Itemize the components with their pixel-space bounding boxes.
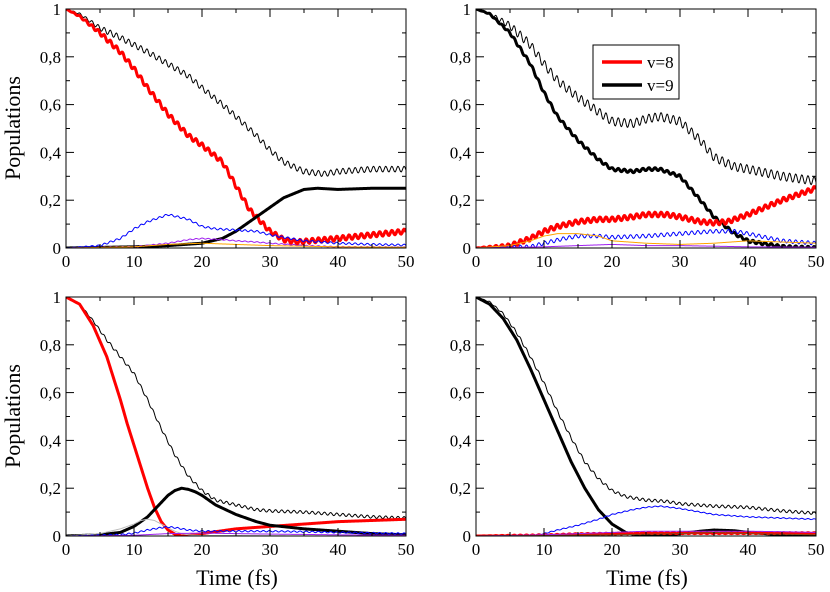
x-tick-label: 30 — [672, 540, 689, 559]
legend: v=8 v=9 — [592, 44, 680, 100]
y-tick-label: 0,8 — [40, 48, 61, 67]
y-tick-label: 0,4 — [450, 143, 472, 162]
x-tick-label: 10 — [536, 252, 553, 271]
x-tick-label: 0 — [62, 540, 71, 559]
x-tick-label: 30 — [672, 252, 689, 271]
x-tick-label: 50 — [398, 252, 415, 271]
legend-label-v9: v=9 — [647, 76, 674, 95]
series-line-black-0 — [476, 297, 816, 515]
x-tick-label: 20 — [194, 540, 211, 559]
y-tick-label: 0,2 — [450, 479, 471, 498]
x-tick-label: 40 — [740, 540, 757, 559]
y-tick-label: 0,6 — [40, 96, 61, 115]
panel-top-left: 0 10 20 30 40 50 0 0,2 0,4 0,6 0,8 1 — [40, 0, 415, 271]
x-axis-label-right: Time (fs) — [606, 565, 688, 590]
series-line-purple-4 — [476, 530, 816, 536]
y-tick-label: 1 — [53, 0, 62, 19]
panel-bottom-right: 0 10 20 30 40 50 0 0,2 0,4 0,6 0,8 1 — [450, 288, 825, 559]
y-tick-label: 1 — [463, 0, 472, 19]
x-tick-label: 30 — [262, 252, 279, 271]
series-line-black-0 — [66, 9, 406, 177]
y-tick-label: 0,6 — [450, 384, 471, 403]
y-tick-label: 0 — [463, 527, 472, 546]
plot-frame — [475, 296, 817, 537]
series-line-red-2 — [476, 185, 816, 248]
y-tick-label: 1 — [463, 288, 472, 307]
x-tick-label: 50 — [808, 252, 825, 271]
y-tick-label: 0,8 — [40, 336, 61, 355]
legend-box — [592, 44, 680, 100]
y-tick-label: 0,6 — [40, 384, 61, 403]
y-tick-label: 0,8 — [450, 48, 471, 67]
x-tick-label: 10 — [126, 252, 143, 271]
x-tick-label: 50 — [808, 540, 825, 559]
y-tick-label: 0,6 — [450, 96, 471, 115]
series-line-red-1 — [66, 9, 406, 246]
y-tick-label: 0,2 — [40, 191, 61, 210]
y-axis-label-bottom: Populations — [0, 364, 25, 468]
series-group — [476, 297, 816, 536]
series-group — [66, 9, 406, 248]
x-tick-label: 40 — [330, 540, 347, 559]
series-line-black-0 — [476, 9, 816, 186]
x-tick-label: 50 — [398, 540, 415, 559]
y-tick-label: 0,2 — [40, 479, 61, 498]
series-line-black-0 — [66, 297, 406, 520]
y-tick-label: 0,2 — [450, 191, 471, 210]
x-tick-label: 10 — [126, 540, 143, 559]
y-tick-label: 0,4 — [450, 431, 472, 450]
series-line-red-1 — [66, 297, 406, 536]
y-tick-label: 0,4 — [40, 143, 62, 162]
x-tick-label: 20 — [604, 252, 621, 271]
plot-frame — [65, 296, 407, 537]
x-tick-label: 10 — [536, 540, 553, 559]
y-tick-label: 0,4 — [40, 431, 62, 450]
x-tick-label: 0 — [472, 252, 481, 271]
series-line-blue-3 — [66, 213, 406, 248]
y-tick-label: 0,8 — [450, 336, 471, 355]
y-axis-label-top: Populations — [0, 76, 25, 180]
x-tick-label: 20 — [194, 252, 211, 271]
panel-top-right: 0 10 20 30 40 50 0 0,2 0,4 0,6 0,8 1 — [450, 0, 825, 271]
series-group — [66, 297, 406, 536]
x-axis-label-left: Time (fs) — [196, 565, 278, 590]
y-tick-label: 0 — [53, 239, 62, 258]
y-tick-label: 0 — [463, 239, 472, 258]
series-line-blue-3 — [476, 228, 816, 248]
legend-label-v8: v=8 — [647, 53, 674, 72]
y-tick-label: 0 — [53, 527, 62, 546]
x-tick-label: 40 — [740, 252, 757, 271]
x-tick-label: 40 — [330, 252, 347, 271]
panel-bottom-left: 0 10 20 30 40 50 0 0,2 0,4 0,6 0,8 1 — [40, 288, 415, 559]
x-tick-label: 30 — [262, 540, 279, 559]
x-tick-label: 0 — [62, 252, 71, 271]
x-tick-label: 0 — [472, 540, 481, 559]
series-line-blue-4 — [66, 526, 406, 536]
series-line-orange-4 — [476, 233, 816, 248]
series-line-black-1 — [476, 297, 816, 536]
x-tick-label: 20 — [604, 540, 621, 559]
y-tick-label: 1 — [53, 288, 62, 307]
